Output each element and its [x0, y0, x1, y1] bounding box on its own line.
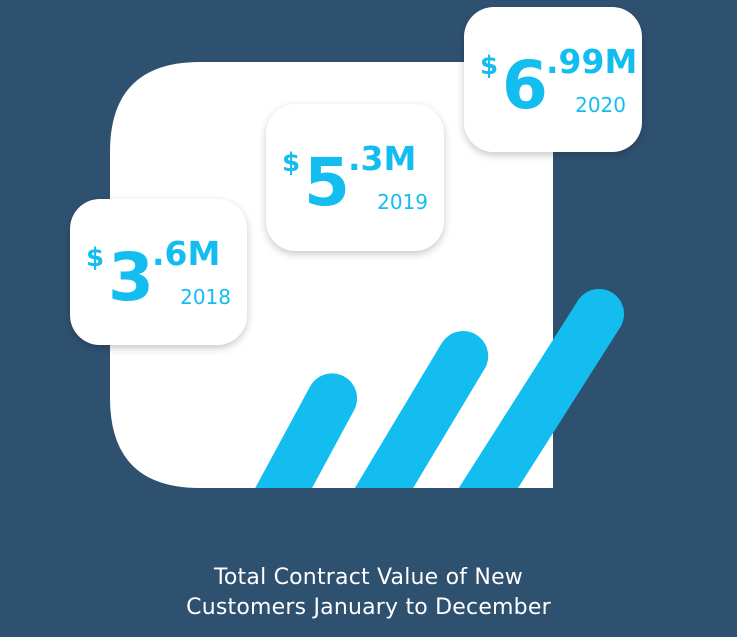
value-card-2018: $3.6M 2018 [70, 199, 247, 345]
bar-2019 [354, 331, 489, 488]
value-currency: $ [480, 51, 498, 81]
value-card-background [70, 199, 247, 345]
bar-2020 [458, 288, 625, 488]
value-fraction: .6M [152, 234, 220, 273]
bar-2018 [255, 373, 358, 488]
value-currency: $ [282, 148, 300, 178]
value-whole: 5 [304, 144, 350, 221]
value-year: 2019 [377, 190, 428, 214]
value-currency: $ [86, 243, 104, 273]
value-year: 2020 [575, 93, 626, 117]
value-fraction: .99M [546, 42, 637, 81]
value-cards-group: $3.6M 2018 $ 5.3M 2019 $ 6.99M 2020 [70, 7, 642, 345]
value-whole: 6 [502, 47, 548, 124]
value-card-2020: $6.99M 2020 [464, 7, 642, 152]
value-fraction: .3M [348, 139, 416, 178]
value-card-2019: $5.3M 2019 [266, 104, 444, 251]
value-card-background [464, 7, 642, 152]
chart-title-line-1: Total Contract Value of New [214, 565, 523, 590]
value-year: 2018 [180, 285, 231, 309]
value-card-background [266, 104, 444, 251]
value-whole: 3 [108, 239, 154, 316]
bars-group [255, 288, 625, 488]
chart-title-line-2: Customers January to December [186, 595, 551, 620]
